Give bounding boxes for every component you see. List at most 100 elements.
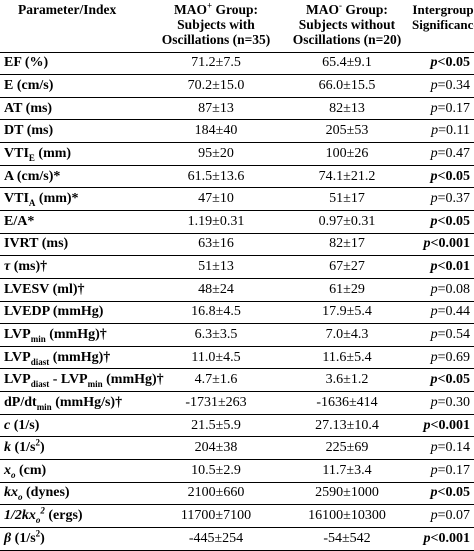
parameter-cell: E/A* bbox=[0, 210, 148, 234]
mao-negative-value-cell: 65.4±9.1 bbox=[284, 52, 410, 76]
mao-negative-value-cell: 82±13 bbox=[284, 97, 410, 121]
significance-cell: p<0.001 bbox=[410, 414, 474, 438]
parameter-cell: 1/2kxo2 (ergs) bbox=[0, 504, 148, 528]
parameter-cell: DT (ms) bbox=[0, 119, 148, 144]
table-row: k (1/s2) 204±38 225±69 p=0.14 bbox=[0, 436, 474, 461]
parameter-cell: LVPmin (mmHg)† bbox=[0, 323, 148, 347]
significance-cell: p<0.05 bbox=[410, 368, 474, 393]
mao-negative-value-cell: 27.13±10.4 bbox=[284, 414, 410, 438]
table-row: LVPmin (mmHg)† 6.3±3.5 7.0±4.3 p=0.54 bbox=[0, 323, 474, 347]
mao-positive-value-cell: 1.19±0.31 bbox=[148, 210, 284, 234]
significance-cell: p=0.54 bbox=[410, 323, 474, 347]
mao-positive-value-cell: 11.0±4.5 bbox=[148, 346, 284, 370]
significance-cell: p=0.47 bbox=[410, 142, 474, 166]
mao-positive-value-cell: 47±10 bbox=[148, 187, 284, 211]
mao-positive-value-cell: 10.5±2.9 bbox=[148, 459, 284, 483]
mao-negative-value-cell: 11.6±5.4 bbox=[284, 346, 410, 370]
significance-cell: p<0.05 bbox=[410, 210, 474, 234]
mao-negative-value-cell: 205±53 bbox=[284, 119, 410, 144]
mao-positive-value-cell: 71.2±7.5 bbox=[148, 52, 284, 76]
mao-negative-value-cell: 2590±1000 bbox=[284, 482, 410, 506]
header-intergroup-significance: Intergroup Significance bbox=[410, 0, 474, 53]
significance-cell: p=0.07 bbox=[410, 504, 474, 528]
significance-cell: p<0.01 bbox=[410, 255, 474, 279]
significance-cell: p=0.44 bbox=[410, 301, 474, 325]
mao-positive-value-cell: 204±38 bbox=[148, 436, 284, 461]
mao-negative-value-cell: 67±27 bbox=[284, 255, 410, 279]
parameter-cell: τ (ms)† bbox=[0, 255, 148, 279]
significance-cell: p=0.14 bbox=[410, 436, 474, 461]
mao-negative-value-cell: 100±26 bbox=[284, 142, 410, 166]
mao-positive-value-cell: 63±16 bbox=[148, 233, 284, 257]
table-row: EF (%) 71.2±7.5 65.4±9.1 p<0.05 bbox=[0, 52, 474, 76]
table-row: VTIE (mm) 95±20 100±26 p=0.47 bbox=[0, 142, 474, 166]
mao-negative-value-cell: 61±29 bbox=[284, 278, 410, 302]
mao-negative-value-cell: 11.7±3.4 bbox=[284, 459, 410, 483]
significance-cell: p<0.05 bbox=[410, 482, 474, 506]
mao-positive-value-cell: 4.7±1.6 bbox=[148, 368, 284, 393]
table-row: LVPdiast - LVPmin (mmHg)† 4.7±1.6 3.6±1.2 p… bbox=[0, 368, 474, 393]
table-row: LVPdiast (mmHg)† 11.0±4.5 11.6±5.4 p=0.69 bbox=[0, 346, 474, 370]
header-row: Parameter/Index MAO+ Group: Subjects wit… bbox=[0, 0, 474, 53]
table-row: VTIA (mm)* 47±10 51±17 p=0.37 bbox=[0, 187, 474, 211]
parameter-cell: k (1/s2) bbox=[0, 436, 148, 461]
mao-negative-value-cell: 3.6±1.2 bbox=[284, 368, 410, 393]
mao-positive-value-cell: 95±20 bbox=[148, 142, 284, 166]
table-row: τ (ms)† 51±13 67±27 p<0.01 bbox=[0, 255, 474, 279]
table-row: kxo (dynes) 2100±660 2590±1000 p<0.05 bbox=[0, 482, 474, 506]
table-body: EF (%) 71.2±7.5 65.4±9.1 p<0.05 E (cm/s) 70.2… bbox=[0, 52, 474, 551]
parameter-cell: A (cm/s)* bbox=[0, 165, 148, 189]
mao-negative-value-cell: 82±17 bbox=[284, 233, 410, 257]
table-row: c (1/s) 21.5±5.9 27.13±10.4 p<0.001 bbox=[0, 414, 474, 438]
mao-negative-value-cell: 225±69 bbox=[284, 436, 410, 461]
parameter-cell: IVRT (ms) bbox=[0, 233, 148, 257]
significance-cell: p=0.17 bbox=[410, 459, 474, 483]
table-row: E/A* 1.19±0.31 0.97±0.31 p<0.05 bbox=[0, 210, 474, 234]
table-row: A (cm/s)* 61.5±13.6 74.1±21.2 p<0.05 bbox=[0, 165, 474, 189]
mao-positive-value-cell: 21.5±5.9 bbox=[148, 414, 284, 438]
significance-cell: p<0.001 bbox=[410, 233, 474, 257]
significance-cell: p=0.37 bbox=[410, 187, 474, 211]
mao-negative-value-cell: -1636±414 bbox=[284, 391, 410, 415]
mao-positive-value-cell: 51±13 bbox=[148, 255, 284, 279]
parameter-cell: E (cm/s) bbox=[0, 74, 148, 98]
parameter-cell: LVEDP (mmHg) bbox=[0, 301, 148, 325]
mao-negative-value-cell: 7.0±4.3 bbox=[284, 323, 410, 347]
mao-positive-value-cell: 2100±660 bbox=[148, 482, 284, 506]
table-row: LVEDP (mmHg) 16.8±4.5 17.9±5.4 p=0.44 bbox=[0, 301, 474, 325]
mao-negative-value-cell: 16100±10300 bbox=[284, 504, 410, 528]
parameter-cell: VTIA (mm)* bbox=[0, 187, 148, 211]
significance-cell: p<0.05 bbox=[410, 52, 474, 76]
header-mao-negative-group: MAO- Group: Subjects without Oscillation… bbox=[284, 0, 410, 53]
mao-negative-value-cell: 17.9±5.4 bbox=[284, 301, 410, 325]
mao-positive-value-cell: -1731±263 bbox=[148, 391, 284, 415]
header-parameter: Parameter/Index bbox=[0, 0, 148, 53]
table-row: dP/dtmin (mmHg/s)† -1731±263 -1636±414 p=0.… bbox=[0, 391, 474, 415]
parameter-cell: kxo (dynes) bbox=[0, 482, 148, 506]
significance-cell: p=0.17 bbox=[410, 97, 474, 121]
parameter-cell: LVPdiast - LVPmin (mmHg)† bbox=[0, 368, 164, 393]
table-row: xo (cm) 10.5±2.9 11.7±3.4 p=0.17 bbox=[0, 459, 474, 483]
mao-positive-value-cell: 184±40 bbox=[148, 119, 284, 144]
table-row: E (cm/s) 70.2±15.0 66.0±15.5 p=0.34 bbox=[0, 74, 474, 98]
parameter-cell: VTIE (mm) bbox=[0, 142, 148, 166]
parameter-cell: xo (cm) bbox=[0, 459, 148, 483]
mao-negative-value-cell: 0.97±0.31 bbox=[284, 210, 410, 234]
mao-positive-value-cell: 11700±7100 bbox=[148, 504, 284, 528]
significance-cell: p=0.08 bbox=[410, 278, 474, 302]
mao-positive-value-cell: 48±24 bbox=[148, 278, 284, 302]
mao-positive-value-cell: 6.3±3.5 bbox=[148, 323, 284, 347]
parameter-cell: dP/dtmin (mmHg/s)† bbox=[0, 391, 148, 415]
table-row: 1/2kxo2 (ergs) 11700±7100 16100±10300 p=0.0… bbox=[0, 504, 474, 528]
significance-cell: p=0.11 bbox=[410, 119, 474, 144]
mao-positive-value-cell: 16.8±4.5 bbox=[148, 301, 284, 325]
parameter-cell: EF (%) bbox=[0, 52, 148, 76]
table-row: DT (ms) 184±40 205±53 p=0.11 bbox=[0, 119, 474, 144]
mao-positive-value-cell: 87±13 bbox=[148, 97, 284, 121]
header-mao-positive-group: MAO+ Group: Subjects with Oscillations (… bbox=[148, 0, 284, 53]
mao-negative-value-cell: 66.0±15.5 bbox=[284, 74, 410, 98]
parameter-cell: c (1/s) bbox=[0, 414, 148, 438]
mao-positive-value-cell: 70.2±15.0 bbox=[148, 74, 284, 98]
significance-cell: p=0.69 bbox=[410, 346, 474, 370]
